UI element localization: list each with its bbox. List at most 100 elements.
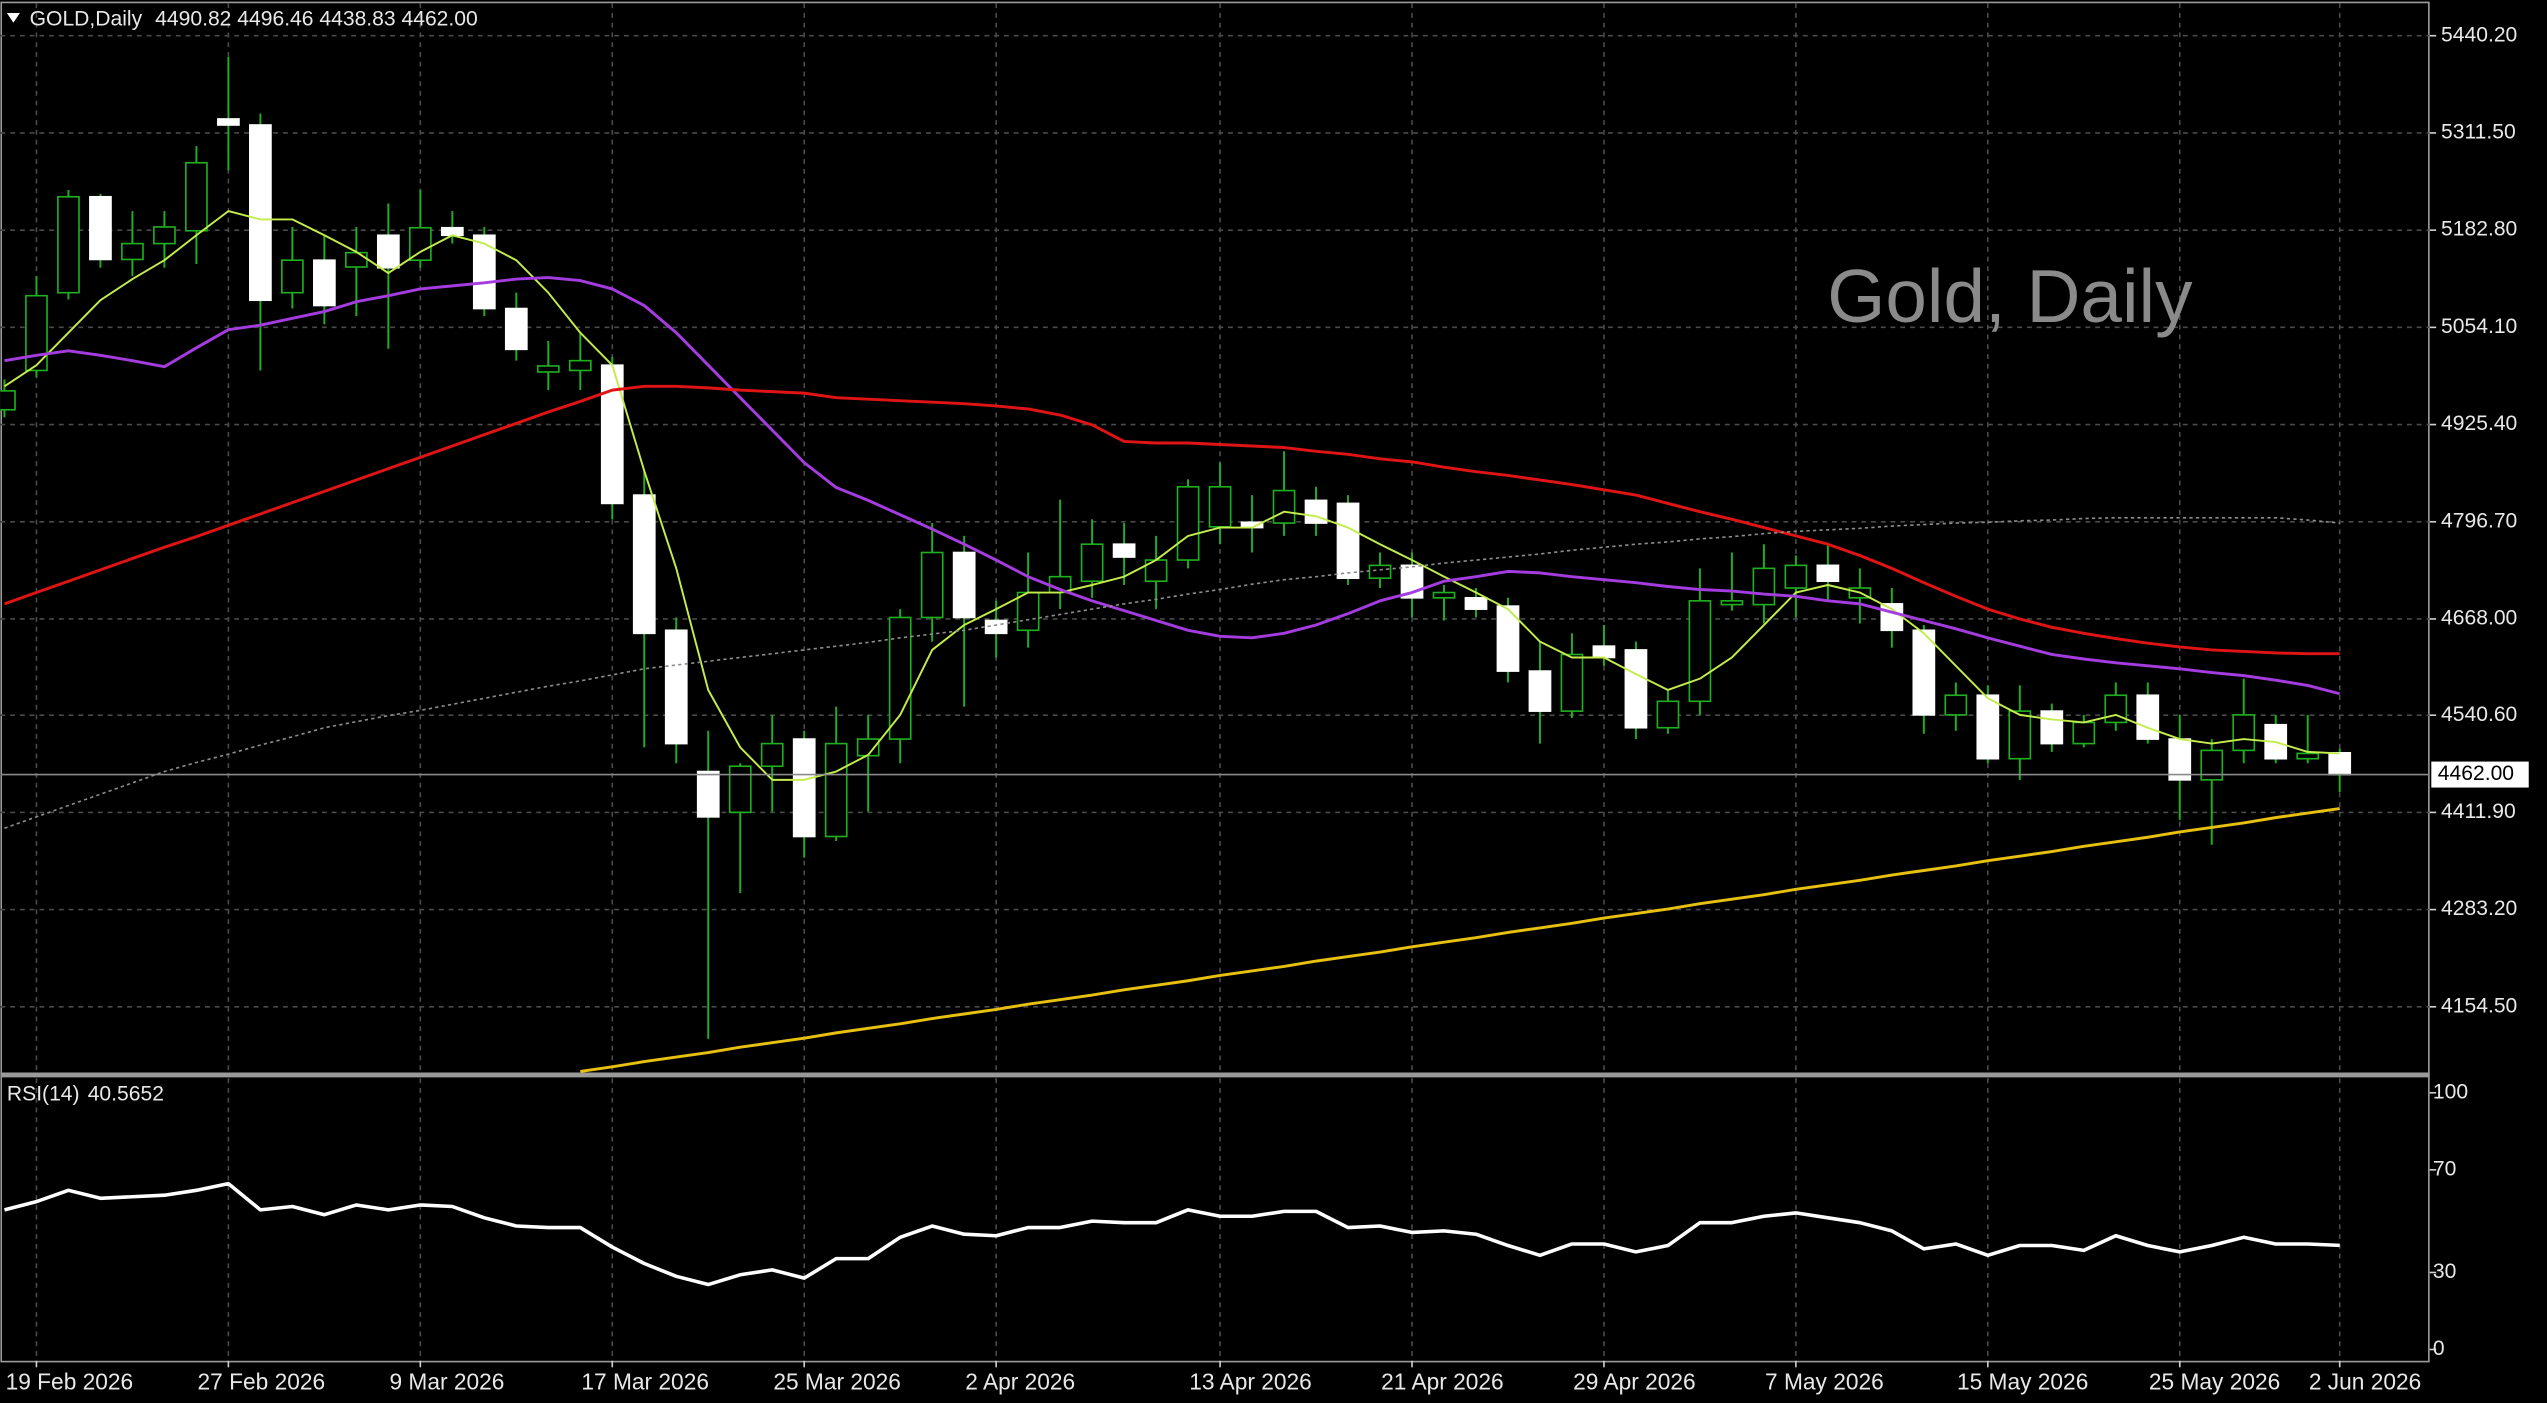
chart-header: GOLD,Daily 4490.82 4496.46 4438.83 4462.0… bbox=[30, 7, 478, 30]
candle-body bbox=[696, 770, 720, 818]
candle-body bbox=[1112, 543, 1136, 558]
candle-body bbox=[153, 226, 176, 245]
y-tick-label: 5311.50 bbox=[2441, 121, 2516, 144]
rsi-tick-label: 70 bbox=[2433, 1157, 2456, 1180]
rsi-tick-label: 0 bbox=[2433, 1337, 2445, 1360]
candle-body bbox=[728, 765, 752, 814]
candle-body bbox=[440, 226, 464, 237]
candle-body bbox=[1336, 502, 1360, 579]
candle-body bbox=[1432, 591, 1456, 599]
candle-body bbox=[1080, 543, 1104, 583]
candle-body bbox=[408, 226, 432, 262]
candle-body bbox=[2232, 714, 2256, 752]
candle-body bbox=[2296, 752, 2320, 760]
x-tick-label: 17 Mar 2026 bbox=[581, 1369, 709, 1395]
candle-body bbox=[824, 742, 848, 838]
candle-body bbox=[1528, 670, 1552, 712]
candle-body bbox=[472, 234, 496, 310]
x-tick-label: 29 Apr 2026 bbox=[1573, 1369, 1696, 1395]
candle-body bbox=[376, 234, 400, 269]
candle-body bbox=[1272, 489, 1296, 524]
candle-body bbox=[121, 242, 144, 261]
candle-body bbox=[1976, 694, 2000, 760]
candle-body bbox=[0, 390, 16, 411]
candle-body bbox=[185, 161, 208, 232]
candle-body bbox=[1496, 605, 1520, 672]
candle-body bbox=[217, 118, 240, 126]
grid-layer bbox=[0, 3, 2430, 1361]
candle-body bbox=[1368, 564, 1392, 579]
candle-body bbox=[632, 494, 656, 635]
x-tick-label: 27 Feb 2026 bbox=[198, 1369, 326, 1395]
candle-body bbox=[281, 259, 304, 294]
candle-body bbox=[1880, 603, 1904, 632]
candle-body bbox=[89, 195, 112, 261]
y-tick-label: 5054.10 bbox=[2441, 315, 2517, 338]
candle-body bbox=[1656, 700, 1680, 729]
line-series bbox=[4, 516, 2340, 829]
candle-body bbox=[249, 124, 272, 302]
y-tick-label: 5440.20 bbox=[2441, 23, 2517, 46]
candle-body bbox=[2200, 749, 2224, 781]
rsi-label: RSI(14) bbox=[7, 1082, 80, 1105]
candle-body bbox=[568, 359, 592, 372]
candle-body bbox=[1624, 649, 1648, 729]
x-tick-label: 9 Mar 2026 bbox=[389, 1369, 504, 1395]
y-tick-label: 4668.00 bbox=[2441, 607, 2517, 630]
current-price-tag bbox=[2431, 761, 2529, 788]
candle-body bbox=[1176, 485, 1200, 561]
rsi-panel bbox=[4, 1181, 2340, 1287]
candle-body bbox=[1208, 485, 1232, 528]
candle-body bbox=[2008, 710, 2032, 760]
rsi-header: RSI(14) 40.5652 bbox=[7, 1082, 164, 1105]
line-series bbox=[580, 807, 2340, 1073]
candle-body bbox=[792, 738, 816, 838]
candle-body bbox=[664, 629, 688, 745]
candle-body bbox=[1592, 645, 1616, 659]
x-tick-label: 19 Feb 2026 bbox=[6, 1369, 134, 1395]
candle-body bbox=[1752, 567, 1776, 606]
candle-body bbox=[600, 364, 624, 505]
candle-body bbox=[1784, 564, 1808, 589]
symbol: GOLD,Daily bbox=[30, 7, 143, 30]
line-series bbox=[4, 1181, 2340, 1287]
plot-frame bbox=[0, 1, 2430, 1363]
candle-body bbox=[760, 742, 784, 768]
y-tick-label: 4540.60 bbox=[2441, 703, 2517, 726]
candle-body bbox=[504, 307, 528, 351]
menu-arrow[interactable] bbox=[6, 12, 20, 23]
x-tick-label: 21 Apr 2026 bbox=[1381, 1369, 1504, 1395]
y-tick-label: 5182.80 bbox=[2441, 218, 2517, 241]
candle-body bbox=[1720, 600, 1744, 606]
y-tick-label: 4283.20 bbox=[2441, 897, 2517, 920]
x-tick-label: 15 May 2026 bbox=[1957, 1369, 2088, 1395]
x-tick-label: 13 Apr 2026 bbox=[1189, 1369, 1312, 1395]
candle-body bbox=[2168, 738, 2192, 781]
candle-body bbox=[1816, 564, 1840, 583]
price-panel bbox=[0, 57, 2430, 1073]
quote: 4490.82 4496.46 4438.83 4462.00 bbox=[155, 7, 478, 30]
rsi-tick-label: 100 bbox=[2433, 1080, 2468, 1103]
line-series bbox=[4, 276, 2341, 696]
x-tick-label: 25 Mar 2026 bbox=[773, 1369, 901, 1395]
axis-layer: 5440.20 5311.50 5182.80 5054.10 4925.40 4796.… bbox=[6, 23, 2529, 1395]
line-series bbox=[3, 210, 2340, 781]
y-tick-label: 4154.50 bbox=[2441, 994, 2517, 1017]
candle-body bbox=[2040, 710, 2064, 745]
candle-body bbox=[1912, 629, 1936, 716]
chart-title: Gold, Daily bbox=[1827, 254, 2193, 338]
candle-body bbox=[312, 259, 336, 307]
x-tick-label: 25 May 2026 bbox=[2149, 1369, 2280, 1395]
candle-body bbox=[2072, 721, 2096, 745]
candle-body bbox=[344, 251, 368, 268]
candle-body bbox=[25, 294, 48, 372]
candle-body bbox=[856, 738, 880, 757]
current-price-label: 4462.00 bbox=[2438, 762, 2514, 785]
rsi-tick-label: 30 bbox=[2433, 1260, 2456, 1283]
x-tick-label: 7 May 2026 bbox=[1765, 1369, 1884, 1395]
candle-body bbox=[888, 616, 912, 740]
candle-body bbox=[2328, 751, 2352, 776]
